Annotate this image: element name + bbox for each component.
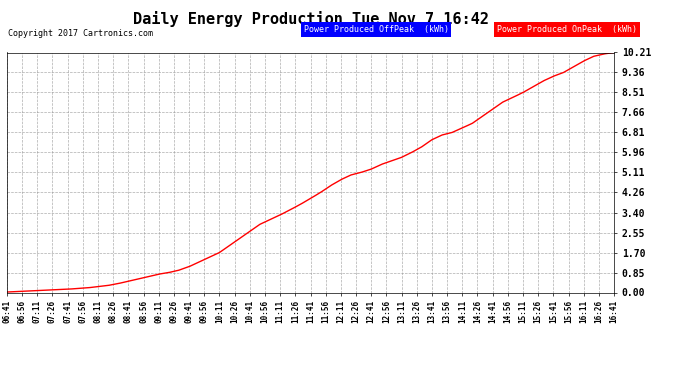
Text: Power Produced OffPeak  (kWh): Power Produced OffPeak (kWh) xyxy=(304,25,448,34)
Text: Copyright 2017 Cartronics.com: Copyright 2017 Cartronics.com xyxy=(8,29,153,38)
Text: Daily Energy Production Tue Nov 7 16:42: Daily Energy Production Tue Nov 7 16:42 xyxy=(132,11,489,27)
Text: Power Produced OnPeak  (kWh): Power Produced OnPeak (kWh) xyxy=(497,25,637,34)
